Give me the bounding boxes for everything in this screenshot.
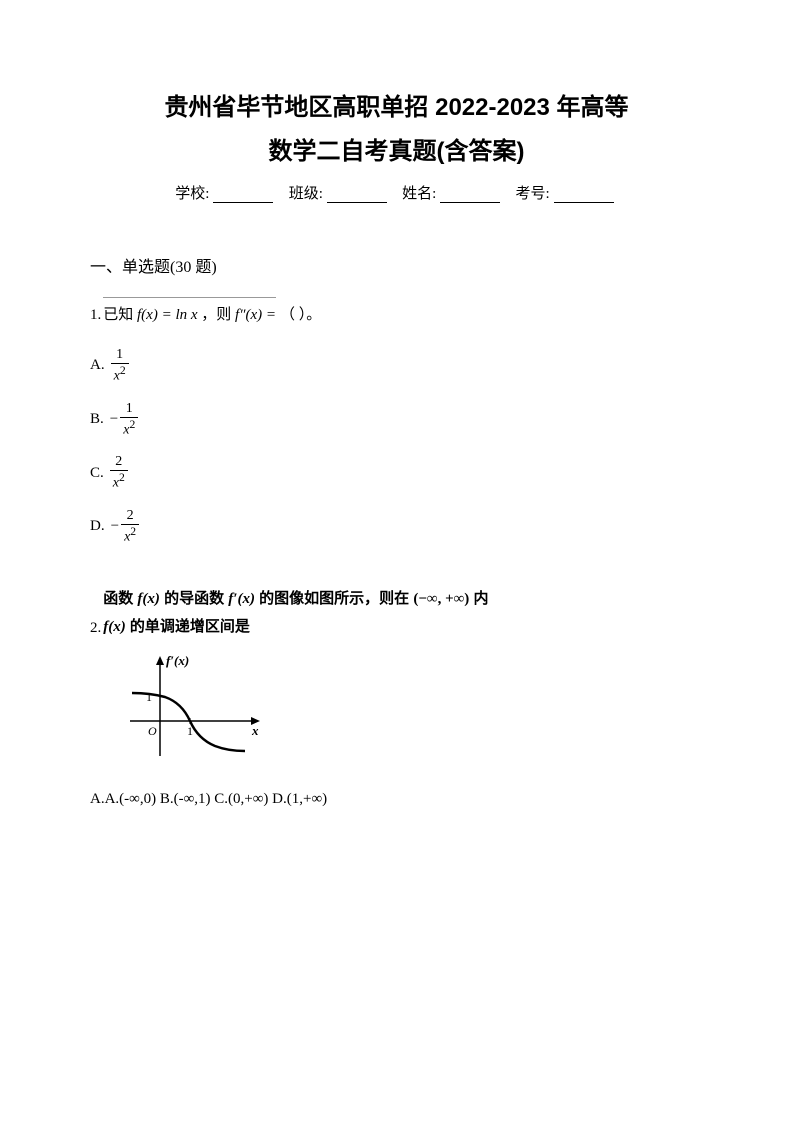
q1-opt-b-neg: − [110, 411, 118, 428]
q1-opt-b-num: 1 [123, 402, 136, 417]
school-blank [213, 187, 273, 203]
class-blank [327, 187, 387, 203]
q1-opt-c-frac: 2 x2 [110, 455, 128, 491]
section-header: 一、单选题(30 题) [90, 253, 703, 277]
class-label: 班级: [289, 186, 323, 202]
q1-opt-b-label: B. [90, 411, 104, 428]
q2-l1-fx: f(x) [137, 591, 160, 607]
q1-opt-a-num: 1 [113, 348, 126, 363]
q1-opt-b-den: x2 [120, 417, 138, 438]
q1-number: 1. [90, 300, 101, 330]
q2-l2-fx: f(x) [103, 619, 126, 635]
q2-l1-fpx: f′(x) [228, 591, 255, 607]
q1-option-c: C. 2 x2 [90, 455, 703, 491]
question-2: 2. 函数 f(x) 的导函数 f′(x) 的图像如图所示，则在 (−∞, +∞… [90, 585, 703, 808]
q1-stem-box: 已知 f(x) = ln x ，则 f″(x) = [103, 297, 276, 330]
school-label: 学校: [175, 186, 209, 202]
number-label: 考号: [516, 186, 550, 202]
q2-graph-svg: f′(x) x O 1 1 [120, 651, 270, 771]
q2-line1: 函数 f(x) 的导函数 f′(x) 的图像如图所示，则在 (−∞, +∞) 内 [103, 585, 488, 613]
q2-line2: f(x) 的单调递增区间是 [103, 613, 488, 641]
q1-option-d: D. − 2 x2 [90, 509, 703, 545]
q1-opt-a-label: A. [90, 357, 105, 374]
q1-opt-c-den: x2 [110, 470, 128, 491]
q2-options: A.A.(-∞,0) B.(-∞,1) C.(0,+∞) D.(1,+∞) [90, 791, 703, 808]
q2-l2-text: 的单调递增区间是 [126, 618, 250, 635]
q1-stem-mid: ，则 [198, 307, 236, 323]
q1-opt-d-den: x2 [121, 524, 139, 545]
q1-option-a: A. 1 x2 [90, 348, 703, 384]
q2-l1-interval: (−∞, +∞) [413, 591, 469, 607]
q1-opt-a-frac: 1 x2 [111, 348, 129, 384]
q2-origin: O [148, 724, 157, 738]
q1-opt-d-frac: 2 x2 [121, 509, 139, 545]
title-line-2: 数学二自考真题(含答案) [90, 134, 703, 170]
q2-number: 2. [90, 620, 101, 641]
q1-opt-d-label: D. [90, 518, 105, 535]
number-blank [554, 187, 614, 203]
info-line: 学校: 班级: 姓名: 考号: [90, 182, 703, 203]
q2-xlabel: x [251, 723, 259, 738]
q1-fx: f(x) = ln x [137, 307, 198, 323]
q2-graph: f′(x) x O 1 1 [120, 651, 703, 776]
q2-ytick: 1 [146, 690, 152, 704]
q2-l1-end: 内 [469, 590, 488, 607]
q1-opt-d-num: 2 [124, 509, 137, 524]
title-line-1: 贵州省毕节地区高职单招 2022-2023 年高等 [90, 90, 703, 126]
q1-fpp: f″(x) = [235, 307, 276, 323]
q2-ylabel: f′(x) [166, 653, 189, 668]
q2-l1-mid2: 的图像如图所示，则在 [255, 590, 413, 607]
q1-opt-d-neg: − [111, 518, 119, 535]
q1-opt-a-den: x2 [111, 363, 129, 384]
q1-option-b: B. − 1 x2 [90, 402, 703, 438]
q2-l1-pre: 函数 [103, 590, 137, 607]
q1-opt-c-num: 2 [112, 455, 125, 470]
question-1: 1. 已知 f(x) = ln x ，则 f″(x) = （ ）。 A. 1 x… [90, 297, 703, 545]
q2-l1-mid1: 的导函数 [160, 590, 228, 607]
name-label: 姓名: [402, 186, 436, 202]
name-blank [440, 187, 500, 203]
q1-stem-suffix: （ ）。 [280, 300, 321, 330]
q1-stem-prefix: 已知 [103, 307, 137, 323]
q1-opt-b-frac: 1 x2 [120, 402, 138, 438]
q1-opt-c-label: C. [90, 465, 104, 482]
